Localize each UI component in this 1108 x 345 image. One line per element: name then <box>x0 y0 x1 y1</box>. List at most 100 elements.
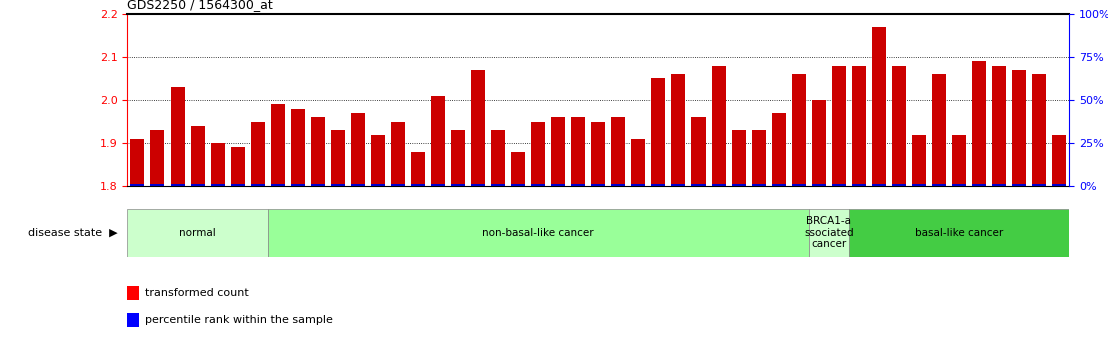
Bar <box>230 147 245 186</box>
Bar <box>812 184 825 186</box>
FancyBboxPatch shape <box>127 209 268 257</box>
Bar <box>671 184 686 186</box>
Bar <box>531 121 545 186</box>
Bar <box>671 74 686 186</box>
Bar <box>812 100 825 186</box>
Bar <box>711 66 726 186</box>
Bar <box>952 135 966 186</box>
Bar <box>972 184 986 186</box>
Bar <box>892 184 906 186</box>
Bar <box>191 184 205 186</box>
Bar <box>310 117 325 186</box>
Bar <box>491 130 505 186</box>
Bar <box>411 184 425 186</box>
Bar <box>371 135 384 186</box>
Bar <box>290 109 305 186</box>
Bar <box>351 113 365 186</box>
Bar <box>151 130 164 186</box>
Bar <box>290 184 305 186</box>
Bar <box>451 184 465 186</box>
FancyBboxPatch shape <box>849 209 1069 257</box>
Bar <box>632 184 645 186</box>
Bar <box>1012 184 1026 186</box>
Bar <box>151 184 164 186</box>
Bar <box>127 286 140 299</box>
Bar <box>1033 74 1046 186</box>
Bar <box>751 130 766 186</box>
Bar <box>230 184 245 186</box>
Bar <box>531 184 545 186</box>
Bar <box>912 135 926 186</box>
Bar <box>310 184 325 186</box>
Bar <box>972 61 986 186</box>
Bar <box>572 117 585 186</box>
Bar <box>872 184 886 186</box>
Bar <box>572 184 585 186</box>
Bar <box>771 184 786 186</box>
Bar <box>471 70 485 186</box>
Bar <box>371 184 384 186</box>
Bar <box>832 66 845 186</box>
Bar <box>171 184 185 186</box>
Bar <box>771 113 786 186</box>
Bar <box>331 130 345 186</box>
Bar <box>792 74 806 186</box>
FancyBboxPatch shape <box>809 209 849 257</box>
Bar <box>892 66 906 186</box>
Text: disease state  ▶: disease state ▶ <box>29 228 117 238</box>
Bar <box>932 74 946 186</box>
Bar <box>1053 135 1066 186</box>
Bar <box>270 184 285 186</box>
Bar <box>1053 184 1066 186</box>
Bar <box>872 27 886 186</box>
Bar <box>1012 70 1026 186</box>
Bar <box>912 184 926 186</box>
Text: non-basal-like cancer: non-basal-like cancer <box>482 228 594 238</box>
Bar <box>592 121 605 186</box>
Bar <box>691 184 706 186</box>
Bar <box>471 184 485 186</box>
Bar <box>511 184 525 186</box>
Bar <box>691 117 706 186</box>
Bar <box>191 126 205 186</box>
Bar <box>131 184 144 186</box>
Bar <box>751 184 766 186</box>
Bar <box>211 143 225 186</box>
Bar <box>992 184 1006 186</box>
Bar <box>552 117 565 186</box>
Bar <box>131 139 144 186</box>
Bar <box>632 139 645 186</box>
Bar <box>711 184 726 186</box>
Bar <box>431 96 445 186</box>
Bar <box>250 184 265 186</box>
FancyBboxPatch shape <box>268 209 809 257</box>
Bar <box>127 313 140 327</box>
Bar <box>411 152 425 186</box>
Bar <box>391 121 404 186</box>
Bar <box>211 184 225 186</box>
Bar <box>792 184 806 186</box>
Bar <box>952 184 966 186</box>
Bar <box>511 152 525 186</box>
Text: transformed count: transformed count <box>145 288 248 298</box>
Text: percentile rank within the sample: percentile rank within the sample <box>145 315 332 325</box>
Bar <box>451 130 465 186</box>
Bar <box>612 117 625 186</box>
Bar <box>431 184 445 186</box>
Bar <box>652 184 666 186</box>
Bar <box>250 121 265 186</box>
Bar <box>391 184 404 186</box>
Bar <box>932 184 946 186</box>
Bar <box>331 184 345 186</box>
Bar <box>832 184 845 186</box>
Bar <box>1033 184 1046 186</box>
Bar <box>351 184 365 186</box>
Bar <box>270 104 285 186</box>
Bar <box>592 184 605 186</box>
Text: basal-like cancer: basal-like cancer <box>915 228 1003 238</box>
Bar <box>852 184 865 186</box>
Bar <box>652 79 666 186</box>
Bar <box>612 184 625 186</box>
Text: BRCA1-a
ssociated
cancer: BRCA1-a ssociated cancer <box>804 216 853 249</box>
Bar <box>731 184 746 186</box>
